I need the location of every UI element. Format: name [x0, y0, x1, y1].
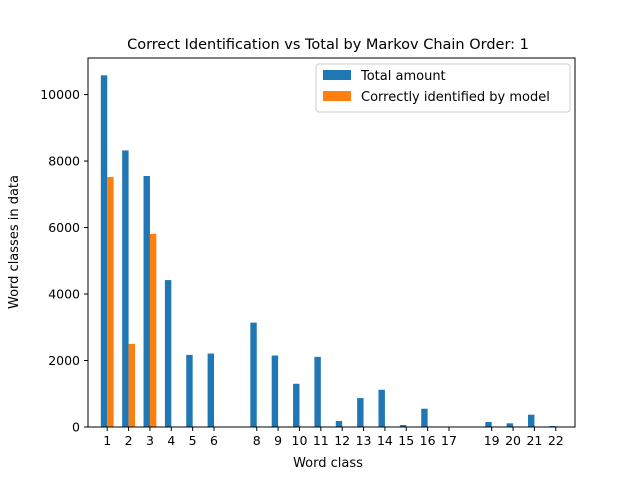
legend-swatch — [323, 91, 351, 101]
x-tick-label: 11 — [313, 433, 329, 448]
y-axis-label: Word classes in data — [7, 175, 22, 309]
legend-label: Total amount — [360, 69, 446, 84]
x-tick-label: 6 — [210, 433, 218, 448]
x-tick-label: 8 — [253, 433, 261, 448]
x-tick-label: 9 — [274, 433, 282, 448]
x-tick-label: 4 — [167, 433, 175, 448]
x-tick-label: 20 — [505, 433, 521, 448]
bar-total-4 — [164, 280, 172, 427]
bar-total-16 — [421, 408, 428, 427]
x-axis-ticks: 1 2 3 4 5 6 8 9 10 11 12 13 14 15 16 17 19 20 21 22 — [103, 427, 564, 448]
bar-correct-2 — [128, 343, 135, 427]
y-tick-label: 6000 — [48, 220, 80, 235]
x-tick-label: 3 — [146, 433, 154, 448]
bar-total-13 — [357, 398, 364, 427]
legend-label: Correctly identified by model — [361, 90, 550, 105]
bar-total-6 — [207, 353, 215, 427]
bar-total-21 — [528, 414, 535, 427]
x-axis-label: Word class — [293, 456, 363, 471]
x-tick-label: 5 — [189, 433, 197, 448]
legend: Total amount Correctly identified by mode… — [315, 63, 571, 113]
y-tick-label: 10000 — [40, 87, 80, 102]
bar-total-20 — [506, 423, 514, 427]
bar-total-11 — [314, 356, 321, 427]
y-tick-label: 4000 — [48, 287, 80, 302]
y-axis-ticks: 0 2000 4000 6000 8000 10000 — [40, 87, 88, 435]
legend-box — [315, 63, 571, 113]
bar-total-12 — [335, 421, 343, 427]
bars-group — [100, 75, 556, 428]
x-tick-label: 1 — [103, 433, 111, 448]
x-tick-label: 13 — [356, 433, 372, 448]
y-tick-label: 0 — [72, 420, 80, 435]
x-tick-label: 10 — [292, 433, 308, 448]
x-tick-label: 19 — [484, 433, 500, 448]
y-tick-label: 2000 — [48, 353, 80, 368]
x-tick-label: 2 — [125, 433, 133, 448]
bar-total-10 — [293, 383, 300, 427]
legend-swatch — [323, 70, 351, 80]
bar-total-3 — [143, 176, 150, 427]
y-tick-label: 8000 — [48, 154, 80, 169]
bar-total-9 — [271, 355, 279, 427]
x-tick-label: 15 — [398, 433, 414, 448]
x-tick-label: 16 — [420, 433, 436, 448]
x-tick-label: 14 — [377, 433, 393, 448]
plot-frame — [87, 57, 576, 428]
bar-total-2 — [122, 150, 129, 428]
chart-title: Correct Identification vs Total by Marko… — [127, 37, 529, 53]
x-tick-label: 21 — [526, 433, 542, 448]
x-tick-label: 22 — [548, 433, 564, 448]
bar-correct-3 — [149, 233, 157, 427]
bar-total-15 — [399, 425, 407, 427]
bar-total-1 — [100, 75, 108, 427]
x-tick-label: 17 — [441, 433, 457, 448]
x-tick-label: 12 — [334, 433, 350, 448]
bar-total-14 — [378, 389, 385, 427]
bar-total-19 — [485, 422, 492, 427]
bar-correct-1 — [107, 177, 114, 427]
bar-total-5 — [186, 354, 193, 427]
bar-total-8 — [250, 322, 257, 427]
